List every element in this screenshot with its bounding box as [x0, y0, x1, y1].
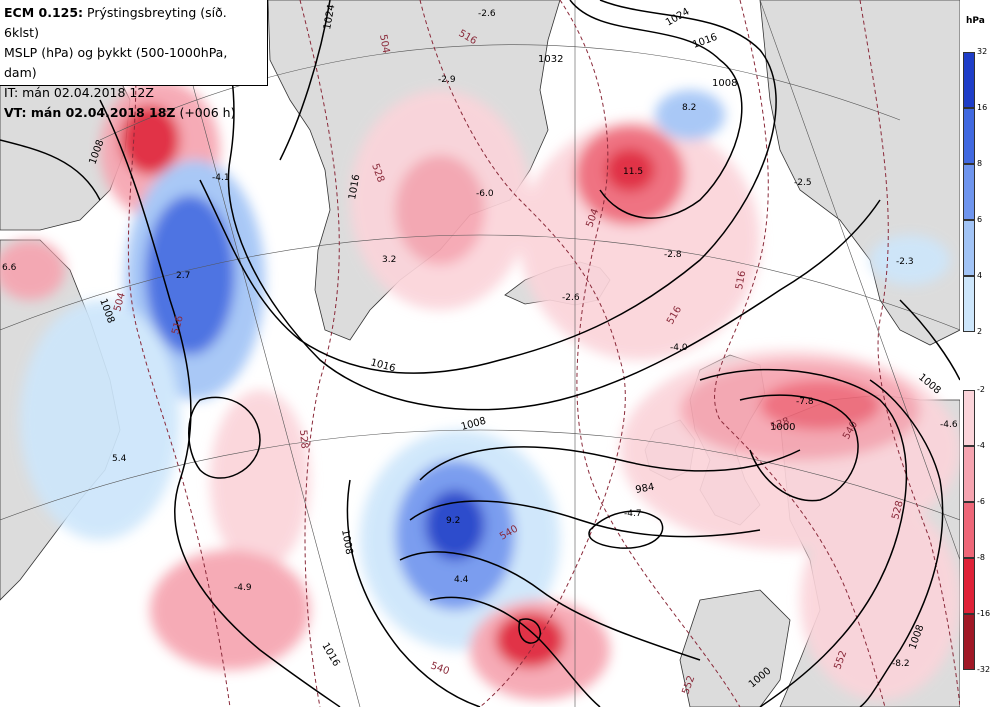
tendency-label: -2.5: [794, 178, 812, 188]
thickness-label: 504: [377, 34, 391, 55]
rise-swatch: [963, 276, 975, 332]
isobar-label: 1032: [538, 54, 563, 65]
tendency-label: -2.6: [478, 9, 496, 19]
fall-swatch: [963, 446, 975, 502]
tendency-label: -2.8: [664, 250, 682, 260]
tendency-label: -8.2: [892, 659, 910, 669]
tendency-label: 5.4: [112, 454, 127, 464]
fall-tick-label: -16: [977, 609, 991, 618]
rise-swatch: [963, 108, 975, 164]
rise-swatch: [963, 220, 975, 276]
tendency-labels: -2.6 -2.9 8.2 11.5 -6.0 -2.5 6.6 2.7 -2.…: [2, 9, 958, 669]
isobar-label: 1016: [347, 174, 362, 201]
rise-tick-label: 8: [977, 159, 983, 168]
tendency-label: -4.1: [212, 173, 230, 183]
isobar-label: 1024: [322, 4, 337, 31]
isobar-label: 1000: [770, 422, 795, 433]
info-line-init-time: IT: mán 02.04.2018 12Z: [4, 85, 154, 100]
thickness-label: 516: [170, 314, 186, 335]
fall-swatch: [963, 502, 975, 558]
thickness-label: 528: [890, 499, 906, 520]
tendency-label: 4.4: [454, 575, 469, 585]
product-name: Prýstingsbreyting (síð. 6klst): [4, 5, 227, 40]
tendency-label: -2.9: [438, 75, 456, 85]
iberia: [679, 589, 791, 707]
tendency-label: -2.3: [896, 257, 914, 267]
tendency-label: -4.7: [624, 509, 642, 519]
forecast-hour: (+006 h): [179, 105, 236, 120]
info-line-model: ECM 0.125: Prýstingsbreyting (síð. 6klst…: [4, 3, 263, 43]
tendency-label: -2.6: [562, 293, 580, 303]
fall-tick-label: -8: [977, 553, 985, 562]
tendency-label: 2.7: [176, 271, 190, 281]
rise-tick-label: 4: [977, 271, 983, 280]
model-name: ECM 0.125:: [4, 5, 84, 20]
legend-unit: hPa: [966, 16, 985, 26]
rise-tick-label: 6: [977, 215, 983, 224]
map-info-box: ECM 0.125: Prýstingsbreyting (síð. 6klst…: [0, 0, 268, 120]
fall-swatch: [963, 614, 975, 670]
rise-tick-label: 2: [977, 327, 983, 336]
fall-swatch: [963, 390, 975, 446]
rise-tick-label: 16: [977, 103, 988, 112]
tendency-label: 9.2: [446, 516, 460, 526]
fall-tick-label: -6: [977, 497, 985, 506]
rise-swatch: [963, 52, 975, 108]
thickness-label: 504: [112, 291, 128, 312]
tendency-label: 3.2: [382, 255, 396, 265]
thickness-label: 516: [734, 270, 748, 291]
tendency-label: 8.2: [682, 103, 696, 113]
weather-map: 1024 1016 1008 1032 1024 1016 1008 1016 …: [0, 0, 960, 707]
info-line-valid-time: VT: mán 02.04.2018 18Z (+006 h): [4, 103, 263, 123]
tendency-label: -4.6: [940, 420, 958, 430]
tendency-label: 11.5: [623, 167, 643, 177]
fall-swatch: [963, 558, 975, 614]
colorbar-legend: hPa 32 16 8 6 4 2 -2 -4 -6 -8 -16 -32: [960, 0, 1000, 707]
isobars: [0, 0, 960, 707]
rise-swatch: [963, 164, 975, 220]
rise-tick-label: 32: [977, 47, 988, 56]
tendency-label: -4.9: [234, 583, 252, 593]
tendency-label: -7.8: [796, 397, 814, 407]
thickness-label: 528: [297, 429, 310, 449]
graticule: [0, 0, 960, 707]
isobar-label: 984: [635, 482, 656, 496]
fall-tick-label: -2: [977, 385, 985, 394]
tendency-label: -4.0: [670, 343, 688, 353]
info-line-fields: MSLP (hPa) og þykkt (500-1000hPa, dam): [4, 45, 228, 80]
tendency-label: -6.0: [476, 189, 494, 199]
tendency-label: 6.6: [2, 263, 17, 273]
isobar-label: 1008: [712, 78, 737, 89]
valid-time: VT: mán 02.04.2018 18Z: [4, 105, 176, 120]
tendency-shading: [0, 80, 960, 700]
fall-tick-label: -32: [977, 665, 991, 674]
fall-tick-label: -4: [977, 441, 985, 450]
isobar-label: 1008: [339, 529, 354, 556]
